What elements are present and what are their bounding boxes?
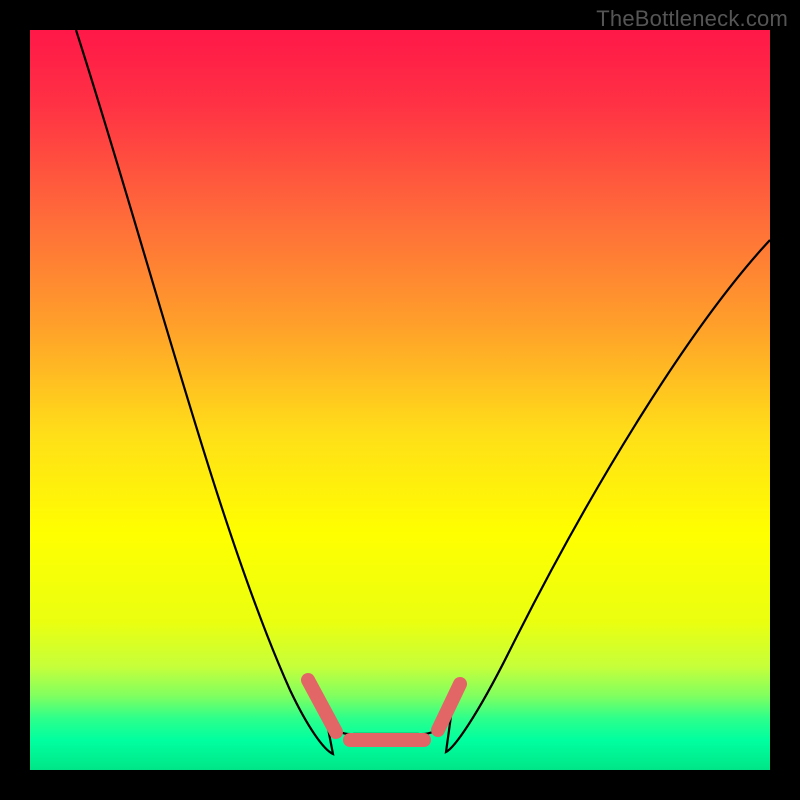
plot-area [30, 30, 770, 770]
gradient-background [30, 30, 770, 770]
chart-frame: TheBottleneck.com [0, 0, 800, 800]
watermark-text: TheBottleneck.com [596, 6, 788, 32]
chart-svg [30, 30, 770, 770]
